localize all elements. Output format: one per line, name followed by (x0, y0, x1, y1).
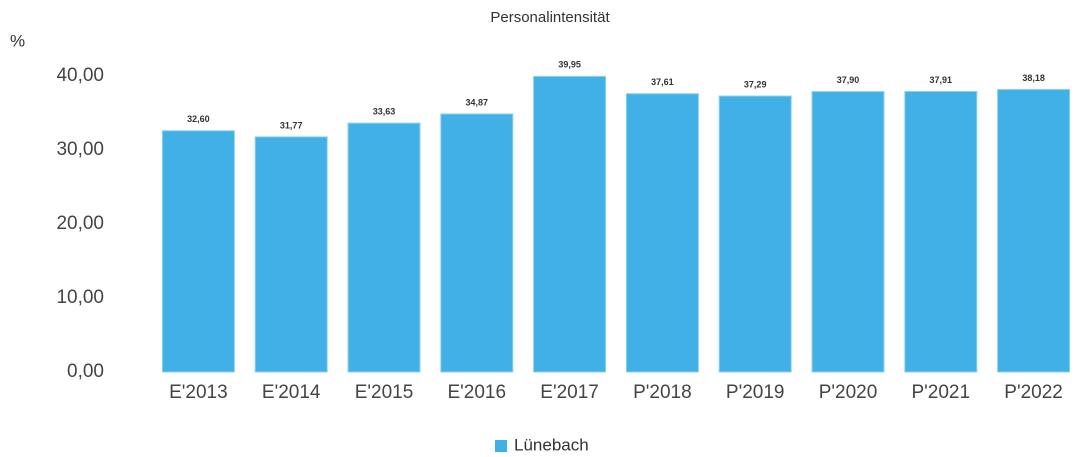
bar (347, 122, 421, 373)
x-tick-label: E'2014 (262, 382, 321, 403)
x-tick-label: E'2013 (169, 382, 228, 403)
bar (533, 75, 607, 373)
bar (904, 90, 978, 373)
y-tick-label: 10,00 (56, 287, 104, 308)
bar (997, 88, 1071, 373)
x-tick-label: E'2016 (448, 382, 507, 403)
x-tick-label: P'2018 (633, 382, 692, 403)
x-tick-label: E'2015 (355, 382, 414, 403)
x-tick-label: P'2020 (819, 382, 878, 403)
legend-swatch (495, 440, 507, 452)
x-tick-label: P'2019 (726, 382, 785, 403)
value-label: 33,63 (373, 107, 396, 117)
value-label: 38,18 (1022, 73, 1045, 83)
bar (254, 136, 328, 373)
value-label: 37,29 (744, 79, 767, 89)
bar (718, 95, 792, 373)
y-tick-label: 20,00 (56, 213, 104, 234)
y-tick-label: 30,00 (56, 139, 104, 160)
value-label: 31,77 (280, 120, 303, 130)
y-tick-label: 40,00 (56, 65, 104, 86)
value-label: 37,90 (837, 75, 860, 85)
value-label: 37,91 (930, 75, 953, 85)
bar (811, 91, 885, 373)
bar (161, 130, 235, 373)
x-tick-label: P'2022 (1004, 382, 1063, 403)
legend-label: Lünebach (514, 435, 589, 454)
value-label: 37,61 (651, 77, 674, 87)
y-axis-label: % (10, 31, 25, 50)
x-tick-label: E'2017 (540, 382, 599, 403)
value-label: 32,60 (187, 114, 210, 124)
value-label: 34,87 (466, 97, 489, 107)
y-tick-label: 0,00 (67, 361, 104, 382)
x-tick-label: P'2021 (912, 382, 971, 403)
bar (625, 93, 699, 373)
value-label: 39,95 (558, 60, 581, 70)
bar (440, 113, 514, 373)
chart-title: Personalintensität (490, 9, 610, 26)
